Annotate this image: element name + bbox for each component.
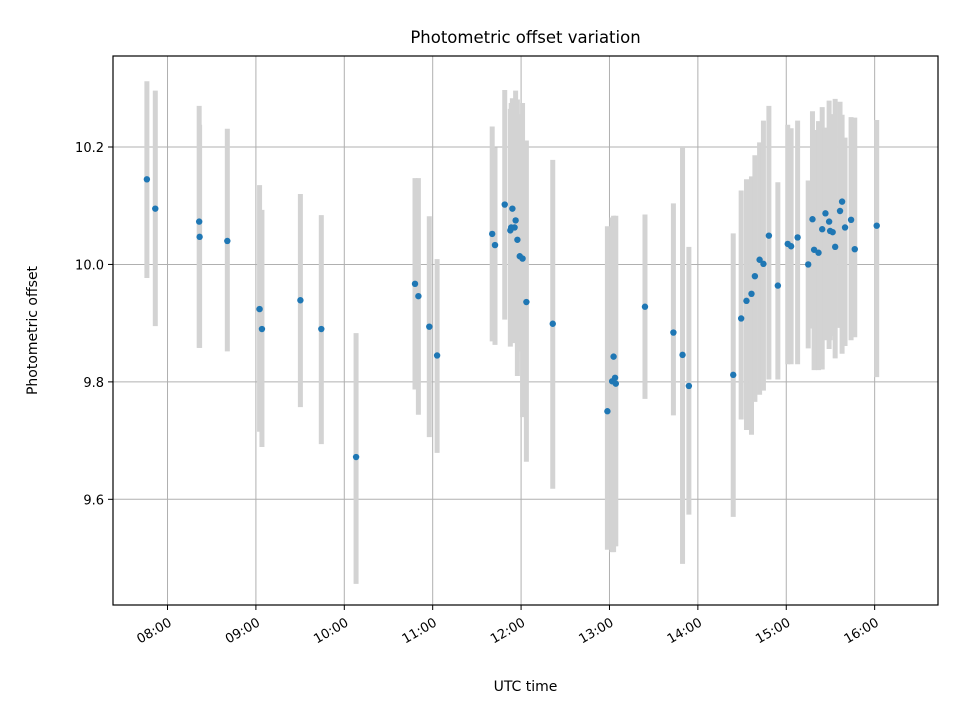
y-axis-title: Photometric offset [25, 265, 41, 395]
data-point [611, 374, 619, 381]
data-point [258, 325, 266, 333]
plot-area-frame [112, 55, 939, 606]
data-point [847, 216, 855, 224]
y-tick-label: 9.8 [83, 376, 104, 391]
data-point [143, 176, 151, 183]
chart-title: Photometric offset variation [410, 28, 640, 47]
data-point [491, 241, 499, 249]
data-point [256, 305, 263, 313]
y-axis-ticks: 9.6 9.8 10.0 10.2 [75, 141, 113, 508]
data-point [523, 298, 530, 306]
data-point [612, 380, 620, 387]
data-point [224, 237, 231, 245]
data-point [641, 303, 649, 310]
data-point [514, 236, 521, 243]
data-point [509, 205, 516, 212]
data-point [297, 297, 304, 304]
data-point [411, 280, 419, 288]
data-point [809, 216, 816, 223]
data-point [196, 233, 203, 241]
data-point [873, 222, 880, 229]
data-point [787, 243, 795, 250]
data-point [426, 323, 433, 330]
y-tick-label: 9.6 [83, 493, 104, 508]
data-point [511, 224, 518, 231]
data-point [604, 408, 611, 415]
data-point [512, 217, 519, 224]
data-point [318, 325, 325, 333]
data-point [819, 226, 826, 233]
data-point [730, 371, 737, 379]
data-points [143, 176, 880, 461]
data-point [760, 260, 767, 268]
data-point [152, 205, 159, 212]
data-point [765, 232, 773, 239]
data-point [805, 261, 812, 268]
data-point [685, 382, 693, 390]
data-point [831, 243, 839, 251]
data-point [756, 256, 763, 263]
data-point [519, 255, 526, 262]
data-point [748, 290, 755, 298]
data-point [836, 207, 844, 215]
data-point [815, 249, 822, 256]
data-point [851, 245, 858, 253]
x-axis-title: UTC time [494, 679, 558, 695]
data-point [433, 352, 441, 359]
data-point [829, 228, 836, 236]
data-point [679, 351, 686, 359]
data-point [352, 453, 360, 461]
y-tick-label: 10.0 [75, 258, 104, 273]
data-point [501, 201, 508, 208]
data-point [743, 297, 750, 305]
y-tick-label: 10.2 [75, 141, 104, 156]
data-point [670, 329, 677, 336]
data-point [822, 210, 829, 217]
data-point [825, 218, 833, 225]
data-point [841, 224, 849, 231]
data-point [794, 234, 801, 241]
data-point [415, 292, 422, 300]
data-point [195, 218, 203, 225]
data-point [610, 353, 617, 360]
data-point [489, 230, 496, 238]
data-point [549, 320, 556, 327]
data-point [737, 315, 745, 322]
data-point [838, 198, 846, 205]
data-point [774, 282, 782, 289]
data-point [751, 272, 759, 280]
